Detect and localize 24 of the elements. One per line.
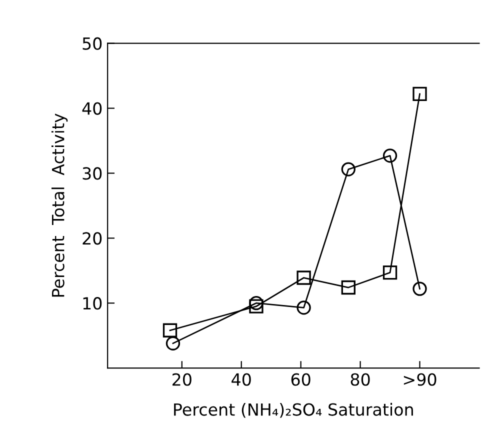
y-tick-label: 50 <box>82 37 102 50</box>
x-tick-label: 60 <box>291 373 310 386</box>
point <box>296 270 311 285</box>
y-tick-label: 10 <box>83 297 102 310</box>
point <box>249 299 264 314</box>
point <box>296 300 311 315</box>
x-tick-label: >90 <box>404 373 436 386</box>
point <box>412 86 427 102</box>
x-tick-label: 20 <box>172 373 192 386</box>
x-axis-title: Percent (NH₄)₂SO₄ Saturation <box>174 402 413 418</box>
x-tick-label: 80 <box>350 373 370 386</box>
x-tick-label: 40 <box>232 373 251 386</box>
point <box>249 296 264 310</box>
point <box>412 282 427 296</box>
point <box>341 280 356 295</box>
point <box>166 336 180 350</box>
point <box>341 162 356 176</box>
point <box>382 265 398 280</box>
y-tick-label: 20 <box>82 232 102 245</box>
y-tick-label: 30 <box>82 167 102 180</box>
point <box>162 323 178 338</box>
point <box>382 148 398 163</box>
y-axis-title: Percent Total Activity <box>51 114 68 297</box>
y-tick-label: 40 <box>82 102 102 115</box>
